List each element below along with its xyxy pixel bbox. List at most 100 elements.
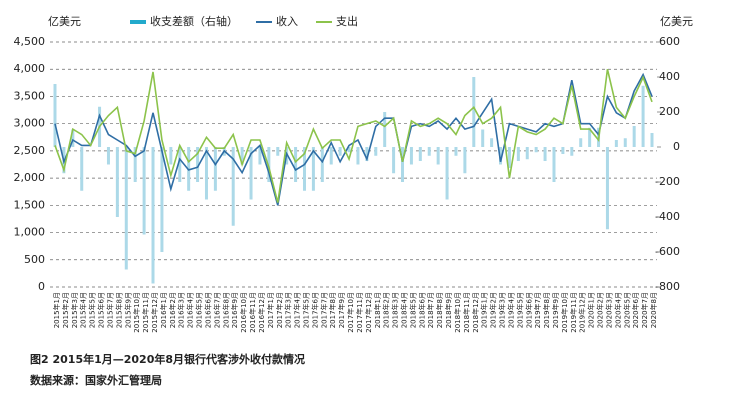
y-tick-label: 2,500 [14,144,46,157]
bar [650,133,654,147]
bar [588,127,592,147]
y-tick-label: 4,500 [14,35,46,48]
x-tick-label: 2018年11月 [462,292,471,333]
x-tick-label: 2019年12月 [578,292,587,333]
bar [106,147,110,165]
legend-swatch [130,20,146,24]
x-tick-label: 2016年1月 [159,292,168,328]
y-unit: 亿美元 [48,15,81,28]
x-tick-label: 2020年7月 [640,292,649,328]
bar [552,147,556,182]
bar [401,147,405,182]
x-tick-label: 2019年11月 [569,292,578,333]
x-tick-label: 2016年3月 [177,292,186,328]
x-tick-label: 2020年2月 [596,292,605,328]
x-tick-label: 2019年8月 [542,292,551,328]
bar [365,147,369,161]
y2-tick-label: 600 [659,35,680,48]
y-tick-label: 1,000 [14,226,46,239]
bar [481,129,485,147]
x-tick-label: 2017年2月 [275,292,284,328]
x-tick-label: 2020年8月 [649,292,658,328]
x-tick-label: 2018年7月 [426,292,435,328]
bar [623,138,627,147]
bar [454,147,458,156]
y-tick-label: 4,000 [14,62,46,75]
bar [418,147,422,161]
bar [276,147,280,156]
x-tick-label: 2018年1月 [373,292,382,328]
x-tick-label: 2018年8月 [435,292,444,328]
legend-label: 支出 [336,14,358,28]
x-tick-label: 2019年3月 [498,292,507,328]
bar [347,147,351,153]
bar [169,147,173,165]
bar [338,147,342,156]
x-tick-label: 2019年6月 [524,292,533,328]
x-tick-label: 2018年5月 [408,292,417,328]
x-tick-label: 2019年10月 [560,292,569,333]
bar [115,147,119,217]
x-tick-label: 2020年5月 [622,292,631,328]
x-tick-label: 2016年2月 [168,292,177,328]
x-tick-label: 2020年6月 [631,292,640,328]
bar [142,147,146,235]
x-tick-label: 2017年7月 [319,292,328,328]
x-tick-label: 2016年7月 [212,292,221,328]
legend-label: 收入 [276,14,298,28]
x-tick-label: 2015年8月 [114,292,123,328]
bar [605,147,609,230]
x-tick-label: 2020年1月 [587,292,596,328]
bar [124,147,128,270]
x-tick-label: 2019年2月 [489,292,498,328]
x-tick-label: 2016年8月 [221,292,230,328]
bar [570,147,574,156]
x-tick-label: 2018年9月 [444,292,453,328]
x-tick-label: 2018年10月 [453,292,462,333]
bar [196,147,200,182]
x-tick-label: 2017年10月 [346,292,355,333]
bar [151,147,155,284]
x-tick-label: 2019年4月 [506,292,515,328]
x-tick-label: 2015年2月 [61,292,70,328]
bar [178,147,182,182]
bar [409,147,413,165]
x-tick-label: 2018年2月 [382,292,391,328]
x-tick-label: 2019年7月 [533,292,542,328]
y2-tick-label: -400 [655,210,680,223]
x-tick-label: 2019年1月 [480,292,489,328]
y2-tick-label: 200 [659,105,680,118]
bar [374,147,378,156]
bar [329,147,333,165]
x-tick-label: 2016年10月 [239,292,248,333]
bar [632,126,636,147]
source: 数据来源：国家外汇管理局 [30,373,162,387]
bar [490,138,494,147]
bar [213,147,217,191]
x-tick-label: 2016年6月 [203,292,212,328]
bar [383,112,387,147]
y2-tick-label: -200 [655,175,680,188]
bar [614,140,618,147]
x-tick-label: 2015年12月 [150,292,159,333]
x-tick-label: 2020年4月 [613,292,622,328]
bar [641,85,645,147]
bar [507,147,511,168]
bar [311,147,315,191]
x-tick-label: 2015年7月 [105,292,114,328]
x-tick-label: 2017年1月 [266,292,275,328]
bar [267,147,271,182]
x-tick-label: 2015年5月 [88,292,97,328]
bar [258,147,262,165]
y2-tick-label: -600 [655,245,680,258]
bar [561,147,565,154]
x-tick-label: 2018年4月 [400,292,409,328]
y2-tick-label: 400 [659,70,680,83]
caption: 图2 2015年1月—2020年8月银行代客涉外收付款情况 [30,352,305,366]
bar [133,147,137,182]
x-tick-label: 2019年9月 [551,292,560,328]
bar [427,147,431,156]
bar [249,147,253,200]
bar [320,147,324,182]
